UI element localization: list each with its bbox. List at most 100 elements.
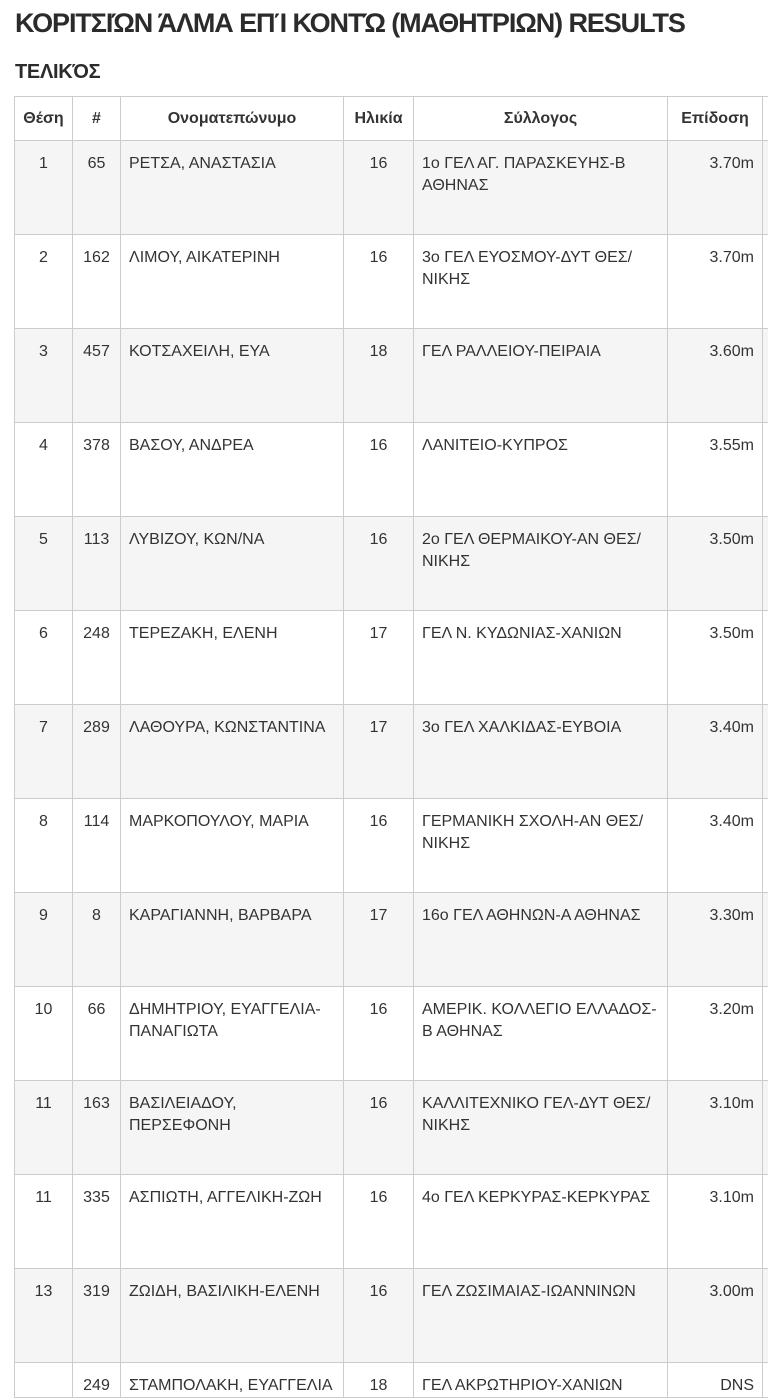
age-cell: 17 [344,705,414,799]
age-cell: 16 [344,517,414,611]
bib-cell: 162 [73,235,121,329]
extra-cell-clipped [763,611,768,705]
age-cell: 16 [344,1081,414,1175]
place-cell: 11 [15,1175,73,1269]
results-table: Θέση # Ονοματεπώνυμο Ηλικία Σύλλογος Επί… [14,96,768,1398]
bib-cell: 248 [73,611,121,705]
place-cell: 8 [15,799,73,893]
bib-cell: 66 [73,987,121,1081]
extra-cell-clipped [763,517,768,611]
mark-cell: 3.10m [668,1175,763,1269]
age-cell: 16 [344,141,414,235]
table-row: 4 378 ΒΑΣΟΥ, ΑΝΔΡΕΑ 16 ΛΑΝΙΤΕΙΟ-ΚΥΠΡΟΣ 3… [15,423,768,517]
table-row: 10 66 ΔΗΜΗΤΡΙΟΥ, ΕΥΑΓΓΕΛΙΑ-ΠΑΝΑΓΙΩΤΑ 16 … [15,987,768,1081]
club-cell: ΓΕΡΜΑΝΙΚΗ ΣΧΟΛΗ-ΑΝ ΘΕΣ/ΝΙΚΗΣ [414,799,668,893]
club-cell: ΛΑΝΙΤΕΙΟ-ΚΥΠΡΟΣ [414,423,668,517]
name-cell: ΣΤΑΜΠΟΛΑΚΗ, ΕΥΑΓΓΕΛΙΑ [121,1363,344,1398]
club-cell: ΓΕΛ ΑΚΡΩΤΗΡΙΟΥ-ΧΑΝΙΩΝ [414,1363,668,1398]
mark-cell: 3.70m [668,235,763,329]
age-cell: 18 [344,329,414,423]
table-row: 6 248 ΤΕΡΕΖΑΚΗ, ΕΛΕΝΗ 17 ΓΕΛ Ν. ΚΥΔΩΝΙΑΣ… [15,611,768,705]
mark-cell: 3.50m [668,517,763,611]
name-cell: ΛΑΘΟΥΡΑ, ΚΩΝΣΤΑΝΤΙΝΑ [121,705,344,799]
mark-cell: 3.40m [668,705,763,799]
place-cell: 5 [15,517,73,611]
age-cell: 16 [344,423,414,517]
place-cell [15,1363,73,1398]
extra-cell-clipped [763,141,768,235]
results-body: 1 65 ΡΕΤΣΑ, ΑΝΑΣΤΑΣΙΑ 16 1ο ΓΕΛ ΑΓ. ΠΑΡΑ… [15,141,768,1398]
header-bib: # [73,97,121,141]
name-cell: ΒΑΣΟΥ, ΑΝΔΡΕΑ [121,423,344,517]
bib-cell: 378 [73,423,121,517]
mark-cell: 3.10m [668,1081,763,1175]
name-cell: ΜΑΡΚΟΠΟΥΛΟΥ, ΜΑΡΙΑ [121,799,344,893]
age-cell: 16 [344,1175,414,1269]
header-extra-clipped [763,97,768,141]
header-row: Θέση # Ονοματεπώνυμο Ηλικία Σύλλογος Επί… [15,97,768,141]
table-row: 3 457 ΚΟΤΣΑΧΕΙΛΗ, ΕΥΑ 18 ΓΕΛ ΡΑΛΛΕΙΟΥ-ΠΕ… [15,329,768,423]
bib-cell: 163 [73,1081,121,1175]
club-cell: 1ο ΓΕΛ ΑΓ. ΠΑΡΑΣΚΕΥΗΣ-Β ΑΘΗΝΑΣ [414,141,668,235]
bib-cell: 114 [73,799,121,893]
bib-cell: 113 [73,517,121,611]
place-cell: 2 [15,235,73,329]
table-row: 8 114 ΜΑΡΚΟΠΟΥΛΟΥ, ΜΑΡΙΑ 16 ΓΕΡΜΑΝΙΚΗ ΣΧ… [15,799,768,893]
club-cell: 4ο ΓΕΛ ΚΕΡΚΥΡΑΣ-ΚΕΡΚΥΡΑΣ [414,1175,668,1269]
name-cell: ΛΥΒΙΖΟΥ, ΚΩΝ/ΝΑ [121,517,344,611]
extra-cell-clipped [763,705,768,799]
bib-cell: 319 [73,1269,121,1363]
mark-cell: 3.50m [668,611,763,705]
mark-cell: 3.20m [668,987,763,1081]
table-row: 249 ΣΤΑΜΠΟΛΑΚΗ, ΕΥΑΓΓΕΛΙΑ 18 ΓΕΛ ΑΚΡΩΤΗΡ… [15,1363,768,1398]
extra-cell-clipped [763,893,768,987]
mark-cell: 3.60m [668,329,763,423]
extra-cell-clipped [763,423,768,517]
table-row: 7 289 ΛΑΘΟΥΡΑ, ΚΩΝΣΤΑΝΤΙΝΑ 17 3ο ΓΕΛ ΧΑΛ… [15,705,768,799]
table-row: 11 163 ΒΑΣΙΛΕΙΑΔΟΥ, ΠΕΡΣΕΦΟΝΗ 16 ΚΑΛΛΙΤΕ… [15,1081,768,1175]
extra-cell-clipped [763,235,768,329]
name-cell: ΤΕΡΕΖΑΚΗ, ΕΛΕΝΗ [121,611,344,705]
place-cell: 1 [15,141,73,235]
mark-cell: 3.40m [668,799,763,893]
club-cell: 2ο ΓΕΛ ΘΕΡΜΑΙΚΟΥ-ΑΝ ΘΕΣ/ΝΙΚΗΣ [414,517,668,611]
extra-cell-clipped [763,1363,768,1398]
name-cell: ΔΗΜΗΤΡΙΟΥ, ΕΥΑΓΓΕΛΙΑ-ΠΑΝΑΓΙΩΤΑ [121,987,344,1081]
header-age: Ηλικία [344,97,414,141]
table-row: 9 8 ΚΑΡΑΓΙΑΝΝΗ, ΒΑΡΒΑΡΑ 17 16ο ΓΕΛ ΑΘΗΝΩ… [15,893,768,987]
place-cell: 11 [15,1081,73,1175]
age-cell: 17 [344,893,414,987]
place-cell: 10 [15,987,73,1081]
mark-cell: DNS [668,1363,763,1398]
place-cell: 9 [15,893,73,987]
name-cell: ΡΕΤΣΑ, ΑΝΑΣΤΑΣΙΑ [121,141,344,235]
age-cell: 16 [344,799,414,893]
table-row: 5 113 ΛΥΒΙΖΟΥ, ΚΩΝ/ΝΑ 16 2ο ΓΕΛ ΘΕΡΜΑΙΚΟ… [15,517,768,611]
table-row: 2 162 ΛΙΜΟΥ, ΑΙΚΑΤΕΡΙΝΗ 16 3ο ΓΕΛ ΕΥΟΣΜΟ… [15,235,768,329]
bib-cell: 335 [73,1175,121,1269]
name-cell: ΖΩΙΔΗ, ΒΑΣΙΛΙΚΗ-ΕΛΕΝΗ [121,1269,344,1363]
bib-cell: 289 [73,705,121,799]
extra-cell-clipped [763,1269,768,1363]
mark-cell: 3.70m [668,141,763,235]
bib-cell: 457 [73,329,121,423]
age-cell: 16 [344,987,414,1081]
page-title: ΚΟΡΙΤΣΙΏΝ ΆΛΜΑ ΕΠΊ ΚΟΝΤΏ (ΜΑΘΗΤΡΙΩΝ) RES… [15,7,754,39]
extra-cell-clipped [763,329,768,423]
extra-cell-clipped [763,1081,768,1175]
age-cell: 18 [344,1363,414,1398]
club-cell: 3ο ΓΕΛ ΕΥΟΣΜΟΥ-ΔΥΤ ΘΕΣ/ΝΙΚΗΣ [414,235,668,329]
extra-cell-clipped [763,987,768,1081]
name-cell: ΛΙΜΟΥ, ΑΙΚΑΤΕΡΙΝΗ [121,235,344,329]
table-row: 11 335 ΑΣΠΙΩΤΗ, ΑΓΓΕΛΙΚΗ-ΖΩΗ 16 4ο ΓΕΛ Κ… [15,1175,768,1269]
mark-cell: 3.00m [668,1269,763,1363]
header-place: Θέση [15,97,73,141]
place-cell: 7 [15,705,73,799]
header-mark: Επίδοση [668,97,763,141]
bib-cell: 249 [73,1363,121,1398]
name-cell: ΚΑΡΑΓΙΑΝΝΗ, ΒΑΡΒΑΡΑ [121,893,344,987]
age-cell: 16 [344,235,414,329]
name-cell: ΚΟΤΣΑΧΕΙΛΗ, ΕΥΑ [121,329,344,423]
extra-cell-clipped [763,799,768,893]
name-cell: ΒΑΣΙΛΕΙΑΔΟΥ, ΠΕΡΣΕΦΟΝΗ [121,1081,344,1175]
